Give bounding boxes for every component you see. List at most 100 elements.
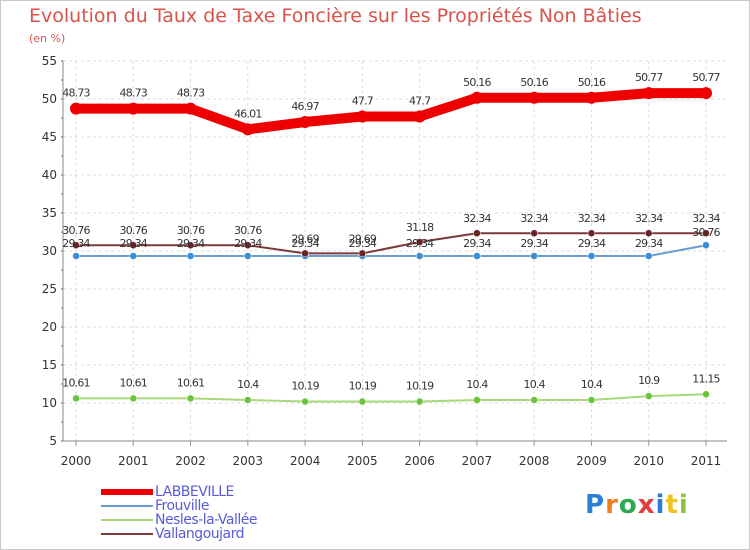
- data-point: [299, 116, 312, 129]
- data-point: [473, 396, 481, 404]
- data-label: 29.34: [120, 237, 148, 250]
- data-label: 50.16: [578, 76, 606, 89]
- data-point: [587, 396, 596, 404]
- series-line-vallangoujard: [75, 232, 707, 255]
- legend-swatch-vallangoujard: [101, 533, 153, 535]
- x-tick-label: 2004: [290, 454, 321, 468]
- logo-letter: i: [655, 490, 666, 520]
- data-label: 32.34: [692, 212, 720, 225]
- data-label: 10.19: [291, 380, 319, 393]
- data-point: [186, 241, 195, 249]
- proxiti-logo: Proxiti: [585, 490, 689, 520]
- data-label: 10.4: [237, 378, 259, 391]
- data-point: [301, 249, 309, 258]
- data-point: [644, 392, 653, 400]
- x-tick-label: 2009: [576, 454, 607, 468]
- data-label: 10.19: [406, 380, 434, 393]
- y-tick-label: 55: [42, 54, 57, 68]
- y-tick-label: 40: [42, 168, 57, 182]
- data-point: [585, 91, 598, 104]
- x-tick-label: 2003: [233, 454, 264, 468]
- data-point: [301, 397, 309, 406]
- data-point: [530, 396, 538, 404]
- legend-label-nesles: Nesles-la-Vallée: [155, 512, 258, 528]
- data-label: 29.34: [406, 237, 434, 250]
- data-point: [244, 252, 252, 260]
- y-tick-label: 25: [42, 282, 57, 296]
- legend-swatch-nesles: [101, 519, 153, 521]
- data-point: [644, 229, 653, 237]
- y-tick-label: 10: [42, 396, 57, 410]
- data-point: [413, 110, 426, 123]
- data-point: [642, 87, 655, 100]
- logo-letter: o: [618, 490, 638, 520]
- logo-letter: i: [678, 490, 689, 520]
- data-label: 50.77: [635, 71, 663, 84]
- data-label: 47.7: [352, 94, 374, 107]
- data-point: [473, 229, 481, 237]
- data-label: 29.34: [291, 237, 319, 250]
- data-point: [72, 394, 80, 403]
- data-point: [415, 252, 424, 260]
- logo-letter: P: [585, 490, 606, 520]
- data-label: 46.01: [234, 107, 262, 120]
- y-tick-label: 30: [42, 244, 57, 258]
- series-line-nesles-la-vall-e: [75, 393, 707, 403]
- data-label: 48.73: [62, 87, 90, 100]
- data-label: 32.34: [578, 212, 606, 225]
- legend-label-vallangoujard: Vallangoujard: [155, 526, 245, 542]
- y-tick-label: 5: [49, 434, 57, 448]
- legend-swatch-frouville: [101, 505, 153, 507]
- data-label: 50.16: [463, 76, 491, 89]
- data-label: 10.4: [524, 378, 546, 391]
- data-label: 29.34: [520, 237, 548, 250]
- data-label: 30.76: [234, 224, 262, 237]
- data-point: [129, 252, 138, 260]
- series-line-frouville: [75, 244, 707, 258]
- y-tick-label: 35: [42, 206, 57, 220]
- x-tick-label: 2000: [61, 454, 92, 468]
- legend-label-labbeville: LABBEVILLE: [155, 484, 234, 500]
- x-tick-label: 2001: [118, 454, 149, 468]
- x-tick-label: 2006: [404, 454, 435, 468]
- data-label: 29.34: [349, 237, 377, 250]
- data-label: 29.34: [177, 237, 205, 250]
- data-point: [186, 252, 195, 260]
- data-point: [184, 102, 197, 115]
- data-point: [358, 249, 367, 258]
- data-label: 30.76: [692, 226, 720, 239]
- data-label: 50.16: [520, 76, 548, 89]
- data-label: 30.76: [62, 224, 90, 237]
- data-point: [129, 241, 138, 249]
- data-point: [530, 252, 538, 260]
- unit-label: (en %): [29, 32, 66, 45]
- data-point: [587, 252, 596, 260]
- data-point: [702, 229, 710, 237]
- data-label: 50.77: [692, 71, 720, 84]
- data-label: 46.97: [291, 100, 319, 113]
- data-point: [587, 229, 596, 237]
- logo-letter: r: [605, 490, 619, 520]
- data-point: [127, 102, 140, 115]
- data-label: 48.73: [177, 87, 205, 100]
- data-label: 10.4: [466, 378, 488, 391]
- x-tick-label: 2008: [519, 454, 550, 468]
- y-tick-label: 20: [42, 320, 57, 334]
- data-label: 29.34: [578, 237, 606, 250]
- data-label: 29.69: [349, 232, 377, 245]
- data-point: [72, 241, 80, 249]
- data-label: 10.9: [638, 374, 660, 387]
- data-label: 10.61: [120, 376, 148, 389]
- data-point: [470, 91, 483, 104]
- data-point: [244, 396, 252, 404]
- data-label: 48.73: [120, 87, 148, 100]
- data-label: 10.4: [581, 378, 603, 391]
- data-label: 29.34: [62, 237, 90, 250]
- legend-swatch-labbeville: [101, 489, 153, 495]
- data-point: [358, 397, 367, 406]
- data-label: 31.18: [406, 221, 434, 234]
- data-label: 32.34: [463, 212, 491, 225]
- x-tick-label: 2011: [691, 454, 722, 468]
